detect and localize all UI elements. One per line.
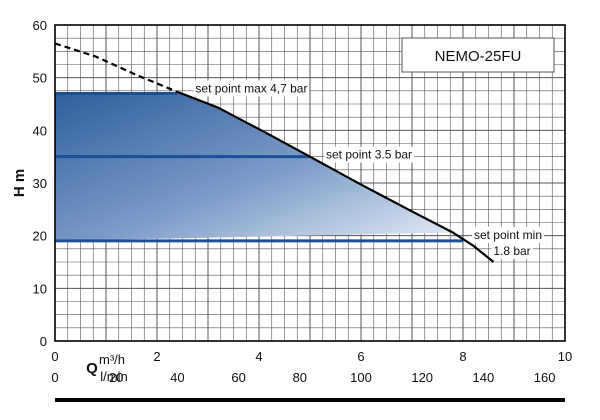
x-tick-label-primary: 2 <box>153 349 160 364</box>
x-tick-label-secondary: 120 <box>411 370 433 385</box>
axes <box>54 24 566 402</box>
operating-area <box>55 91 453 241</box>
y-tick-label: 10 <box>33 281 47 296</box>
x-tick-label-secondary: 40 <box>170 370 184 385</box>
x-tick-label-secondary: 0 <box>51 370 58 385</box>
set-point-label-background <box>471 226 545 243</box>
set-point-lines <box>55 91 463 243</box>
x-axis-label-secondary: l/min <box>100 369 127 384</box>
x-tick-label-secondary: 60 <box>231 370 245 385</box>
x-tick-label-secondary: 100 <box>350 370 372 385</box>
x-tick-label-primary: 8 <box>459 349 466 364</box>
y-tick-label: 50 <box>33 71 47 86</box>
set-point-label-background <box>193 80 310 97</box>
y-tick-label: 60 <box>33 18 47 33</box>
y-tick-label: 0 <box>40 334 47 349</box>
x-tick-label-secondary: 80 <box>293 370 307 385</box>
set-point-label: set point max 4,7 bar <box>195 81 307 95</box>
y-tick-label: 20 <box>33 229 47 244</box>
set-point-label-background <box>491 242 533 259</box>
legend-box <box>401 37 555 73</box>
y-tick-label: 30 <box>33 176 47 191</box>
legend-label: NEMO-25FU <box>435 48 522 65</box>
set-point-label: set point min <box>474 228 542 242</box>
x-tick-label-primary: 4 <box>255 349 262 364</box>
set-point-label: set point 3.5 bar <box>326 148 412 162</box>
set-point-label-background <box>324 146 415 163</box>
x-axis-letter: Q <box>86 360 98 377</box>
x-tick-label-primary: 10 <box>558 349 572 364</box>
x-tick-label-secondary: 140 <box>473 370 495 385</box>
curve-solid-segment <box>177 90 495 263</box>
x-tick-label-primary: 0 <box>51 349 58 364</box>
x-axis-label-primary: m³/h <box>99 352 125 367</box>
x-tick-label-primary: 6 <box>357 349 364 364</box>
x-tick-label-secondary: 160 <box>534 370 556 385</box>
y-tick-label: 40 <box>33 123 47 138</box>
y-axis-label: H m <box>11 169 28 197</box>
curve-dashed-segment <box>54 42 178 93</box>
pump-curve <box>54 42 495 263</box>
operating-area-fill <box>55 91 453 241</box>
set-point-label: 1.8 bar <box>493 244 530 258</box>
plot-frame <box>54 24 566 342</box>
x-tick-label-secondary: 20 <box>109 370 123 385</box>
